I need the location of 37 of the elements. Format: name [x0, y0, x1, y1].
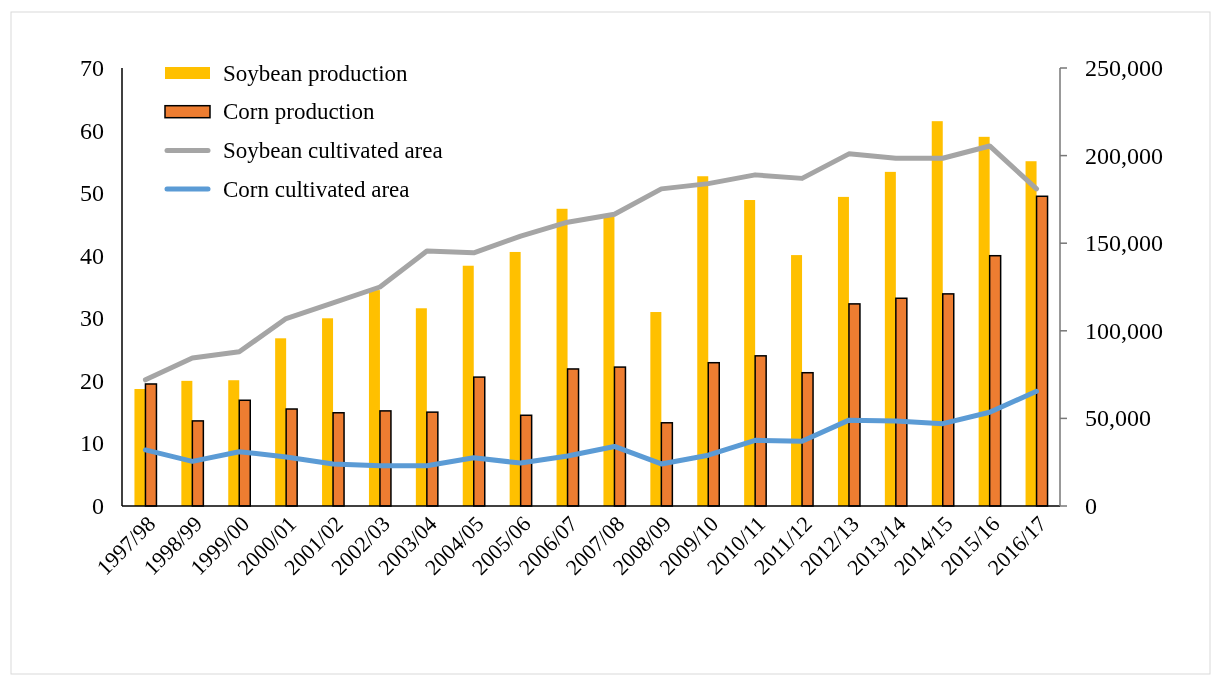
legend-label: Corn production [223, 99, 375, 125]
bar [884, 171, 896, 506]
bar [556, 208, 568, 506]
bar [462, 265, 474, 506]
bar [791, 255, 803, 506]
bar [181, 380, 193, 506]
bar [322, 318, 334, 506]
y-tick-label: 30 [80, 305, 104, 332]
bar [509, 251, 521, 506]
legend-label: Corn cultivated area [223, 176, 410, 202]
legend-label: Soybean production [223, 60, 409, 86]
bar [931, 121, 943, 506]
bar [978, 136, 990, 506]
bar [368, 290, 380, 506]
y-tick-label: 60 [80, 117, 104, 144]
bar [697, 176, 709, 506]
y-tick-label: 40 [80, 242, 104, 269]
bar [650, 312, 662, 506]
bar [837, 196, 849, 506]
bar [603, 215, 615, 506]
y2-tick-label: 50,000 [1085, 405, 1151, 432]
bar [134, 388, 146, 506]
y-tick-label: 0 [92, 493, 104, 519]
y2-tick-label: 100,000 [1085, 317, 1163, 344]
y-tick-label: 70 [80, 55, 104, 81]
y-tick-label: 20 [80, 367, 104, 394]
y2-tick-label: 250,000 [1085, 55, 1163, 81]
bar [744, 200, 756, 506]
bar [275, 338, 287, 506]
y-tick-label: 50 [80, 180, 104, 207]
legend-label: Soybean cultivated area [223, 137, 443, 163]
bar [415, 308, 427, 506]
bar [228, 380, 240, 506]
y2-tick-label: 0 [1085, 493, 1097, 519]
y2-tick-label: 150,000 [1085, 230, 1163, 257]
y2-tick-label: 200,000 [1085, 142, 1163, 169]
y-tick-label: 10 [80, 430, 104, 457]
